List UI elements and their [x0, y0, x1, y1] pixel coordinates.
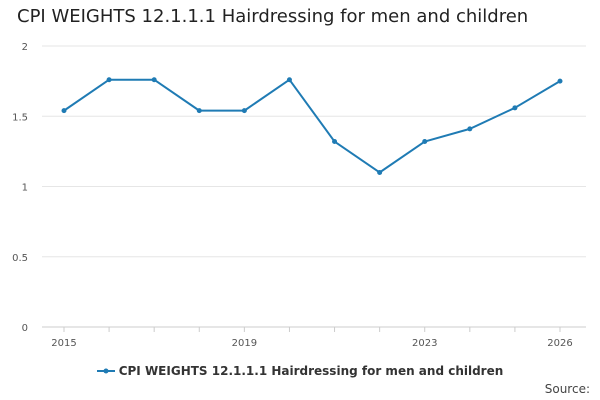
- x-tick-label: 2026: [547, 338, 572, 349]
- x-tick-label: 2015: [51, 338, 76, 349]
- data-point[interactable]: [467, 126, 473, 132]
- series-layer: [61, 77, 563, 175]
- data-point[interactable]: [151, 77, 157, 83]
- y-tick-label: 0: [22, 323, 28, 334]
- source-label: Source:: [544, 382, 590, 396]
- data-point[interactable]: [61, 108, 67, 114]
- x-tick-label: 2019: [232, 338, 257, 349]
- data-point[interactable]: [286, 77, 292, 83]
- legend-line-marker-icon: [96, 368, 115, 374]
- y-tick-label: 1.5: [12, 112, 28, 123]
- data-point[interactable]: [377, 169, 383, 175]
- y-axis-tick-labels: 0 0.5 1 1.5 2: [12, 42, 28, 334]
- data-point[interactable]: [106, 77, 112, 83]
- y-gridlines: [42, 45, 586, 328]
- data-point[interactable]: [422, 139, 428, 145]
- series-line: [63, 78, 561, 174]
- x-axis-ticks: 2015 2019 2023 2026: [51, 327, 573, 349]
- data-point[interactable]: [512, 105, 518, 111]
- data-point[interactable]: [196, 108, 202, 114]
- data-point[interactable]: [332, 139, 338, 145]
- chart-title: CPI WEIGHTS 12.1.1.1 Hairdressing for me…: [17, 6, 529, 27]
- legend-series-label: CPI WEIGHTS 12.1.1.1 Hairdressing for me…: [118, 364, 504, 378]
- y-tick-label: 1: [22, 183, 28, 194]
- data-point[interactable]: [557, 78, 563, 84]
- y-tick-label: 0.5: [12, 253, 28, 264]
- y-tick-label: 2: [22, 42, 28, 53]
- x-tick-label: 2023: [412, 338, 437, 349]
- legend[interactable]: CPI WEIGHTS 12.1.1.1 Hairdressing for me…: [0, 364, 600, 378]
- data-point[interactable]: [241, 108, 247, 114]
